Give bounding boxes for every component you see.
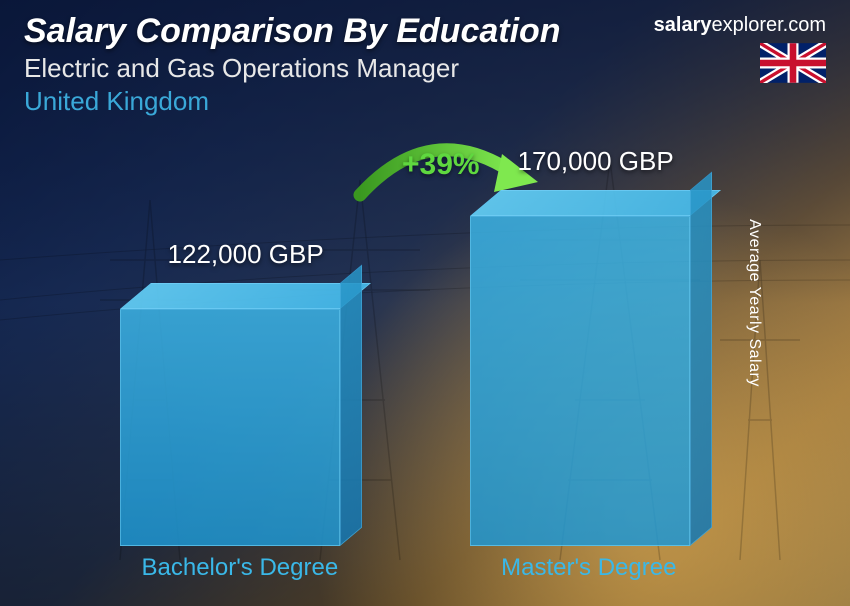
bar-top-face: [120, 283, 371, 309]
brand-name-rest: explorer.com: [712, 14, 827, 36]
bar-bachelors: 122,000 GBP Bachelor's Degree: [120, 309, 340, 546]
bar-masters: 170,000 GBP Master's Degree: [470, 216, 690, 546]
bar-3d-shape: [470, 216, 690, 546]
bar-value: 122,000 GBP: [168, 239, 324, 270]
y-axis-label: Average Yearly Salary: [745, 219, 763, 387]
brand-block: salaryexplorer.com: [654, 14, 826, 83]
bar-top-face: [470, 190, 721, 216]
chart-country: United Kingdom: [24, 86, 826, 117]
bar-side-face: [340, 265, 362, 546]
bar-front-face: [470, 216, 690, 546]
brand-name: salaryexplorer.com: [654, 14, 826, 37]
bar-front-face: [120, 309, 340, 546]
uk-flag-icon: [760, 43, 826, 83]
bar-label: Master's Degree: [501, 554, 676, 582]
brand-name-bold: salary: [654, 14, 712, 36]
bar-3d-shape: [120, 309, 340, 546]
chart-area: 122,000 GBP Bachelor's Degree 170,000 GB…: [100, 150, 730, 586]
bar-side-face: [690, 172, 712, 546]
bar-label: Bachelor's Degree: [141, 554, 338, 582]
bar-value: 170,000 GBP: [518, 146, 674, 177]
